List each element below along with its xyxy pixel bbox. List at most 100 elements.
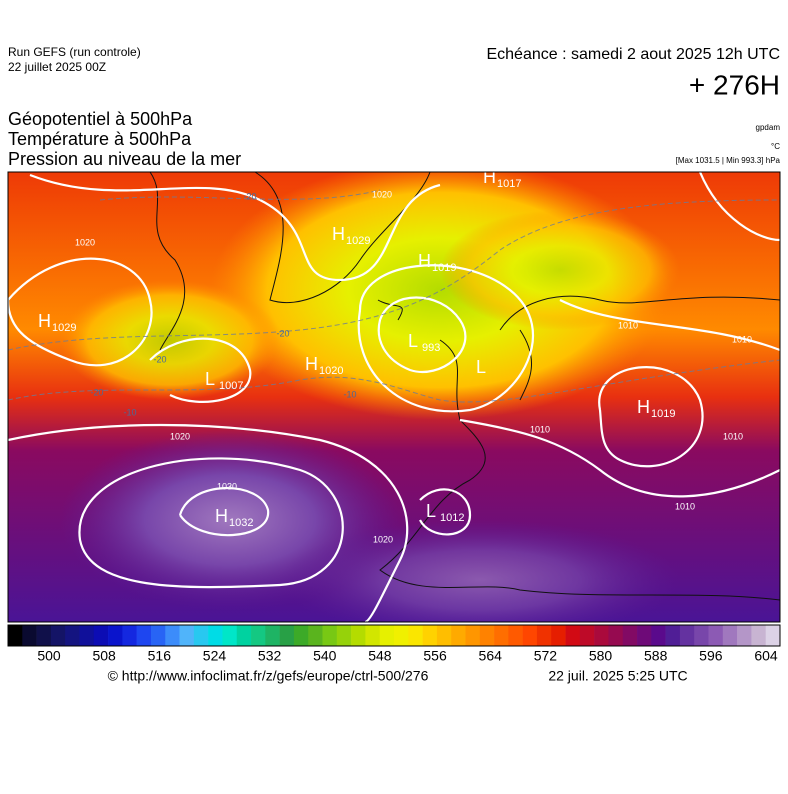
colorbar-swatch	[665, 625, 681, 646]
center-value: 1020	[319, 365, 343, 377]
center-symbol: L	[205, 369, 215, 389]
colorbar-tick-label: 604	[754, 648, 778, 664]
colorbar-swatch	[365, 625, 381, 646]
colorbar-swatch	[108, 625, 123, 646]
colorbar-swatch	[65, 625, 80, 646]
center-value: 993	[422, 342, 440, 354]
pressure-center: H 1032	[215, 506, 253, 529]
colorbar-swatch	[279, 625, 295, 646]
colorbar-swatch	[451, 625, 466, 646]
title: Géopotentiel à 500hPa	[8, 109, 193, 129]
colorbar-swatch	[79, 625, 95, 646]
map-frame	[7, 171, 781, 623]
isotherm-label: -20	[153, 354, 166, 364]
center-symbol: H	[637, 397, 650, 417]
colorbar-swatch	[622, 625, 638, 646]
center-value: 1012	[440, 512, 464, 524]
center-symbol: H	[418, 251, 431, 271]
isotherm-label: -10	[343, 389, 356, 399]
colorbar-swatch	[50, 625, 66, 646]
colorbar-swatch	[408, 625, 423, 646]
run-date: 22 juillet 2025 00Z	[8, 60, 106, 74]
colorbar-swatch	[136, 625, 152, 646]
center-symbol: H	[215, 506, 228, 526]
unit: °C	[771, 142, 780, 151]
isobar-label: 1020	[372, 189, 392, 199]
isotherm-label: -20	[276, 328, 289, 338]
colorbar-swatch	[8, 625, 23, 646]
colorbar-swatch	[465, 625, 481, 646]
pressure-center: L 993	[408, 331, 440, 354]
colorbar-swatch	[122, 625, 137, 646]
pressure-center: H 1020	[305, 354, 343, 377]
colorbar-tick-label: 564	[479, 648, 503, 664]
colorbar-swatch	[236, 625, 252, 646]
colorbar-swatch	[208, 625, 223, 646]
forecast-time: Echéance : samedi 2 aout 2025 12h UTC	[486, 46, 780, 63]
colorbar-swatch	[322, 625, 338, 646]
colorbar-swatch	[336, 625, 352, 646]
colorbar-tick-label: 572	[534, 648, 558, 664]
pressure-center: H 1019	[637, 397, 675, 420]
generated-time: 22 juil. 2025 5:25 UTC	[548, 668, 687, 684]
colorbar-swatch	[594, 625, 609, 646]
colorbar-swatch	[694, 625, 709, 646]
center-symbol: H	[38, 311, 51, 331]
colorbar-swatch	[651, 625, 666, 646]
colorbar-tick-label: 516	[148, 648, 172, 664]
colorbar: 500 508 516 524 532 540 548 556 564 572 580 588 596 6…	[7, 624, 781, 664]
colorbar-swatch	[165, 625, 180, 646]
colorbar-swatch	[608, 625, 624, 646]
colorbar-swatch	[150, 625, 166, 646]
source-url: © http://www.infoclimat.fr/z/gefs/europe…	[108, 668, 429, 684]
colorbar-swatch	[308, 625, 323, 646]
colorbar-swatch	[422, 625, 438, 646]
colorbar-swatch	[522, 625, 538, 646]
colorbar-swatch	[494, 625, 509, 646]
title: Pression au niveau de la mer	[8, 149, 241, 169]
colorbar-tick-label: 548	[368, 648, 392, 664]
colorbar-swatch	[293, 625, 309, 646]
colorbar-swatch	[179, 625, 195, 646]
colorbar-swatch	[479, 625, 495, 646]
unit: gpdam	[756, 123, 781, 132]
isobar-label: 1010	[675, 501, 695, 511]
center-symbol: H	[483, 167, 496, 187]
colorbar-swatch	[351, 625, 366, 646]
center-value: 1029	[346, 235, 370, 247]
pressure-center: H 1029	[332, 224, 370, 247]
isobar-label: 1030	[217, 481, 237, 491]
colorbar-tick-label: 532	[258, 648, 282, 664]
isotherm-label: -20	[90, 387, 103, 397]
colorbar-swatch	[637, 625, 652, 646]
colorbar-swatch	[679, 625, 695, 646]
center-value: 1032	[229, 517, 253, 529]
colorbar-tick-label: 540	[313, 648, 337, 664]
colorbar-tick-label: 556	[423, 648, 447, 664]
center-symbol: L	[408, 331, 418, 351]
isobar-label: 1010	[732, 334, 752, 344]
center-symbol: L	[426, 501, 436, 521]
center-value: 1029	[52, 322, 76, 334]
isobar-label: 1010	[723, 431, 743, 441]
pressure-center: L 1012	[426, 501, 464, 524]
isobar-label: 1020	[170, 431, 190, 441]
colorbar-tick-label: 596	[699, 648, 723, 664]
isobar-label: 1010	[618, 320, 638, 330]
colorbar-swatch	[265, 625, 280, 646]
colorbar-swatch	[565, 625, 581, 646]
colorbar-swatch	[536, 625, 552, 646]
colorbar-swatch	[751, 625, 767, 646]
colorbar-swatch	[737, 625, 752, 646]
center-symbol: H	[305, 354, 318, 374]
colorbar-tick-label: 588	[644, 648, 668, 664]
colorbar-swatch	[36, 625, 52, 646]
run-label: Run GEFS (run controle)	[8, 45, 141, 59]
isotherm-label: -10	[123, 407, 136, 417]
pressure-center: L 1007	[205, 369, 243, 392]
center-value: 1019	[651, 408, 675, 420]
colorbar-swatch	[551, 625, 566, 646]
colorbar-swatch	[22, 625, 37, 646]
